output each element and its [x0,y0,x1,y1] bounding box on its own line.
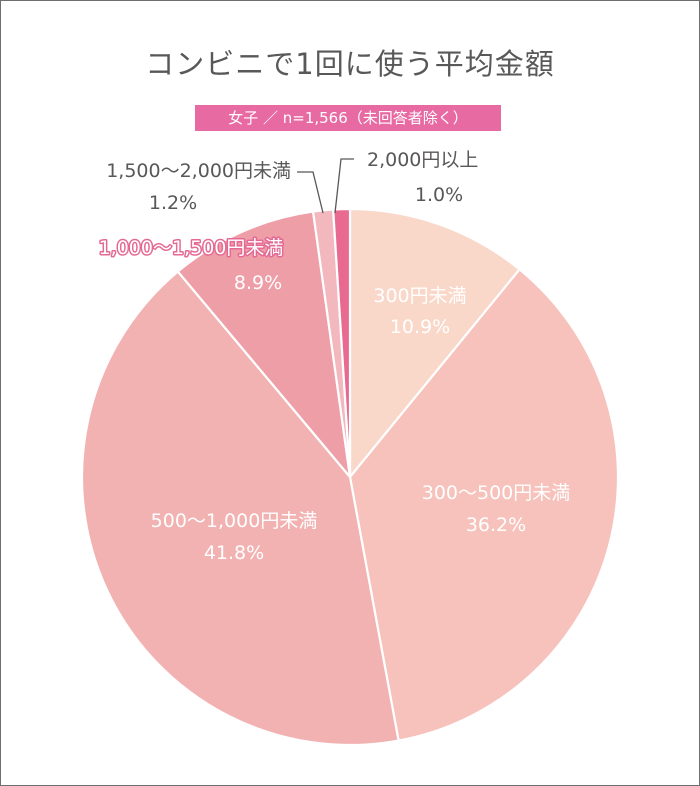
pie-slices [80,207,620,747]
leader-line-2000-plus [334,158,354,214]
pie-slice-300-500 [348,268,620,742]
slice-value-1000-1500: 8.9% [234,272,282,294]
slice-value-500-1000: 41.8% [204,542,264,564]
pie-slice-500-1000 [80,270,400,747]
pie-slice-under-300 [348,207,521,479]
slice-value-under-300: 10.9% [390,316,450,338]
pie-slice-1000-1500 [176,210,352,479]
chart-title: コンビニで1回に使う平均金額 [145,47,555,81]
slice-label-1000-1500: 1,000〜1,500円未満 [99,237,284,259]
slice-value-1500-2000: 1.2% [149,192,197,214]
slice-label-300-500: 300〜500円未満 [422,482,571,504]
leader-line-1500-2000 [297,171,324,214]
slice-label-500-1000: 500〜1,000円未満 [151,510,318,532]
slice-label-under-300: 300円未満 [373,285,466,307]
slice-label-2000-plus: 2,000円以上 [367,149,478,171]
leader-lines [297,158,354,214]
pie-slice-2000-plus [332,207,352,479]
slice-label-1500-2000: 1,500〜2,000円未満 [106,160,291,182]
chart-subtitle: 女子 ／ n=1,566（未回答者除く） [195,105,501,131]
slice-value-2000-plus: 1.0% [415,184,463,206]
slice-value-300-500: 36.2% [466,514,526,536]
